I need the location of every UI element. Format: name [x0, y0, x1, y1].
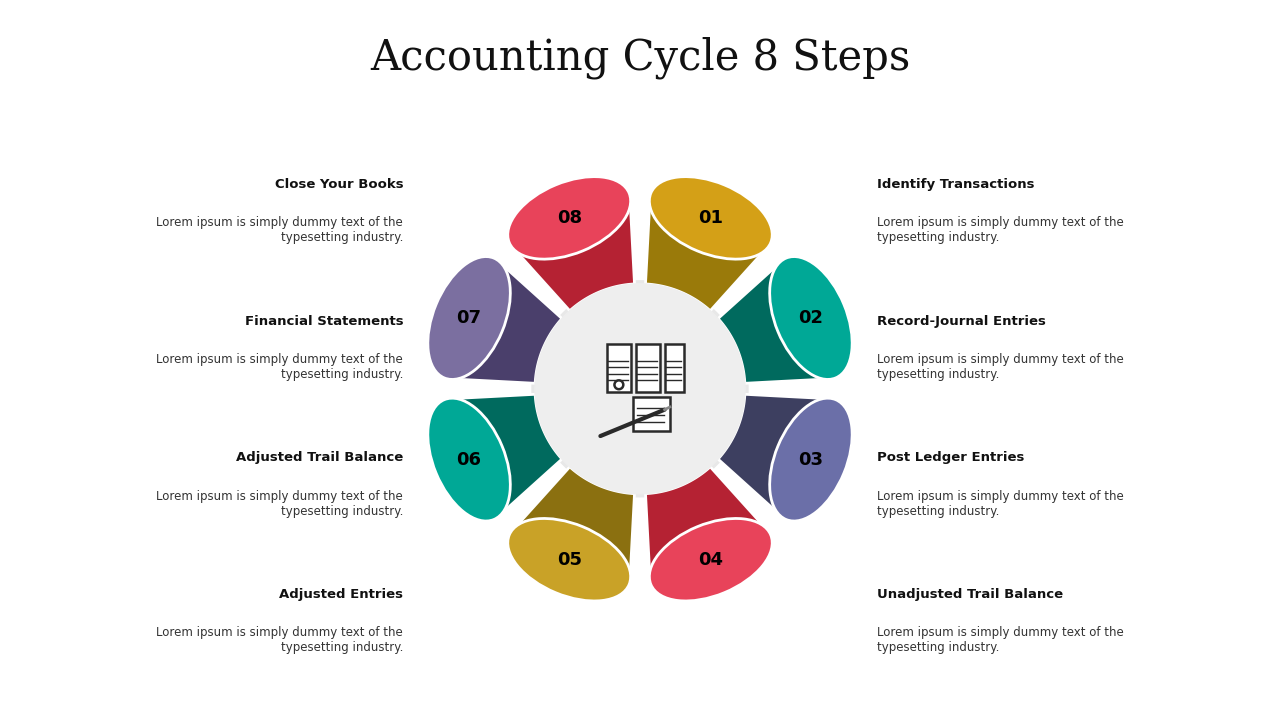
Bar: [664, 343, 684, 392]
Text: Record-Journal Entries: Record-Journal Entries: [877, 315, 1046, 328]
Text: Lorem ipsum is simply dummy text of the
typesetting industry.: Lorem ipsum is simply dummy text of the …: [156, 626, 403, 654]
Polygon shape: [718, 265, 824, 383]
Ellipse shape: [508, 518, 631, 601]
Text: Adjusted Entries: Adjusted Entries: [279, 588, 403, 601]
Text: 01: 01: [699, 209, 723, 227]
Text: Lorem ipsum is simply dummy text of the
typesetting industry.: Lorem ipsum is simply dummy text of the …: [877, 626, 1124, 654]
Text: 08: 08: [557, 209, 582, 227]
Polygon shape: [645, 467, 764, 574]
Ellipse shape: [769, 256, 852, 379]
Circle shape: [535, 284, 745, 494]
Text: Lorem ipsum is simply dummy text of the
typesetting industry.: Lorem ipsum is simply dummy text of the …: [156, 490, 403, 518]
Circle shape: [614, 380, 623, 390]
Polygon shape: [645, 204, 764, 311]
Bar: [607, 343, 631, 392]
Text: Financial Statements: Financial Statements: [244, 315, 403, 328]
Circle shape: [532, 281, 748, 497]
Ellipse shape: [428, 256, 511, 379]
Ellipse shape: [428, 398, 511, 521]
Polygon shape: [456, 265, 562, 383]
Text: Lorem ipsum is simply dummy text of the
typesetting industry.: Lorem ipsum is simply dummy text of the …: [877, 490, 1124, 518]
Text: 03: 03: [799, 451, 823, 469]
Ellipse shape: [649, 176, 772, 259]
Text: Adjusted Trail Balance: Adjusted Trail Balance: [236, 451, 403, 464]
Polygon shape: [516, 204, 635, 311]
Text: 02: 02: [799, 309, 823, 327]
Text: 07: 07: [457, 309, 481, 327]
Text: Identify Transactions: Identify Transactions: [877, 178, 1034, 191]
Text: Unadjusted Trail Balance: Unadjusted Trail Balance: [877, 588, 1062, 601]
Text: 04: 04: [699, 551, 723, 569]
Ellipse shape: [649, 518, 772, 601]
Text: 05: 05: [557, 551, 581, 569]
Ellipse shape: [769, 398, 852, 521]
Text: Lorem ipsum is simply dummy text of the
typesetting industry.: Lorem ipsum is simply dummy text of the …: [156, 353, 403, 381]
Bar: [634, 397, 669, 431]
Ellipse shape: [508, 176, 631, 259]
Text: Close Your Books: Close Your Books: [275, 178, 403, 191]
Text: Post Ledger Entries: Post Ledger Entries: [877, 451, 1024, 464]
Text: Lorem ipsum is simply dummy text of the
typesetting industry.: Lorem ipsum is simply dummy text of the …: [156, 216, 403, 244]
Polygon shape: [516, 467, 635, 574]
Text: Lorem ipsum is simply dummy text of the
typesetting industry.: Lorem ipsum is simply dummy text of the …: [877, 353, 1124, 381]
Text: 06: 06: [457, 451, 481, 469]
Polygon shape: [718, 395, 824, 513]
Bar: [636, 343, 660, 392]
Polygon shape: [456, 395, 562, 513]
Text: Accounting Cycle 8 Steps: Accounting Cycle 8 Steps: [370, 36, 910, 79]
Text: Lorem ipsum is simply dummy text of the
typesetting industry.: Lorem ipsum is simply dummy text of the …: [877, 216, 1124, 244]
